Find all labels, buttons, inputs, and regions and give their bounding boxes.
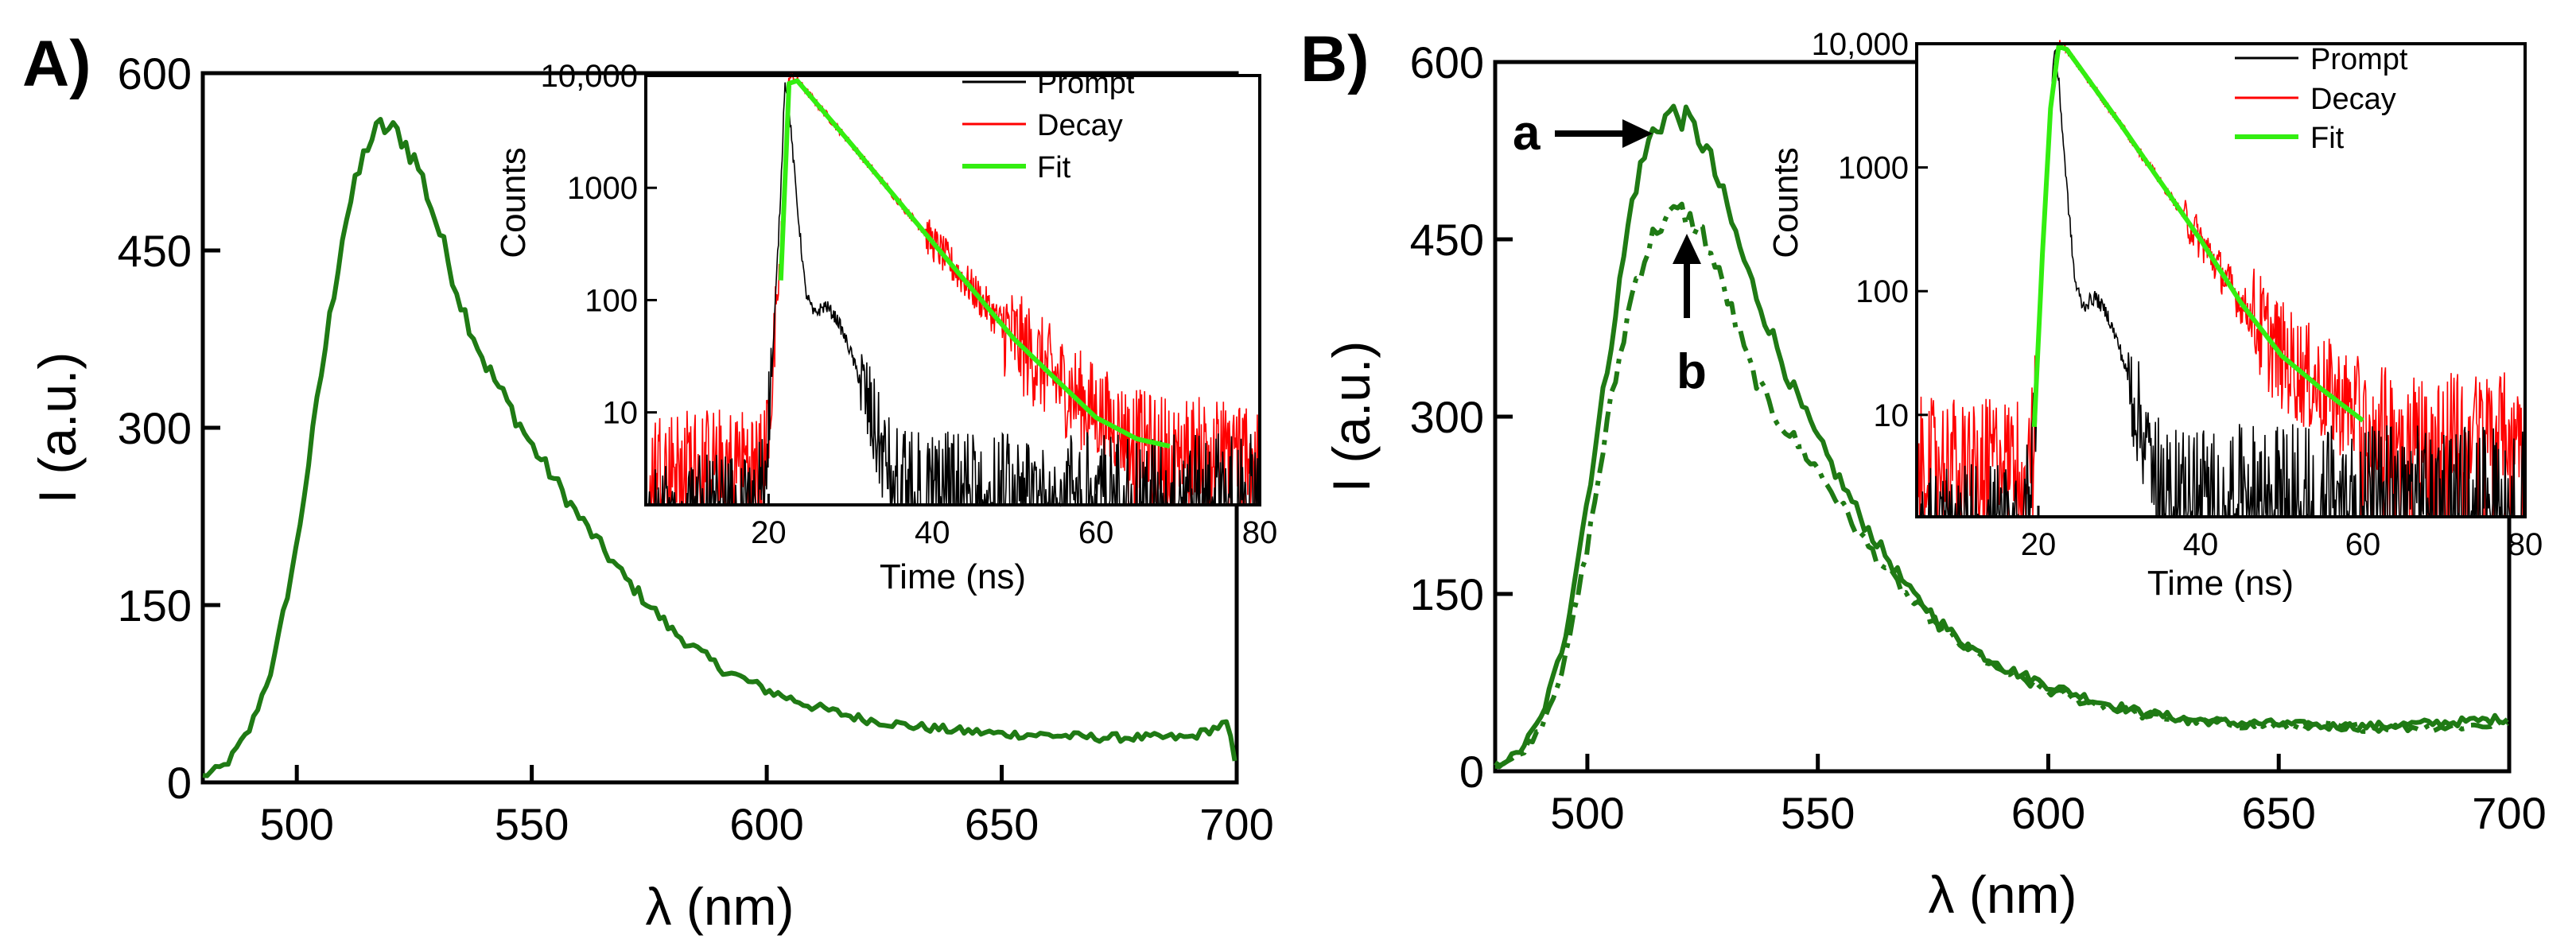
panel-b-inset-y-tick-label: 10,000 xyxy=(1812,27,1909,62)
panel-a-x-tick-label: 600 xyxy=(729,799,803,849)
panel-b-inset-y-tick-label: 100 xyxy=(1855,274,1909,309)
annotation-a-arrow xyxy=(1555,119,1653,148)
legend-fit-label: Fit xyxy=(1037,151,1071,184)
panel-a-inset-x-axis-label: Time (ns) xyxy=(880,557,1026,596)
panel-b-inset-x-tick-label: 20 xyxy=(2021,527,2057,562)
panel-b-inset-x-ticks: 20 40 60 80 xyxy=(2021,506,2543,562)
panel-a-inset-y-tick-label: 1000 xyxy=(567,171,638,206)
panel-b-inset-legend: Prompt Decay Fit xyxy=(2235,43,2408,155)
panel-a-x-ticks: 500 550 600 650 700 xyxy=(259,765,1274,849)
panel-b-x-tick-label: 600 xyxy=(2011,788,2085,838)
panel-a-x-tick-label: 500 xyxy=(259,799,333,849)
panel-a-inset-x-ticks: 20 40 60 80 xyxy=(751,494,1277,550)
panel-b-inset-y-axis-label: Counts xyxy=(1766,147,1805,258)
panel-b-x-tick-label: 500 xyxy=(1550,788,1624,838)
panel-b-y-tick-label: 0 xyxy=(1459,747,1484,797)
panel-a-inset-y-tick-label: 100 xyxy=(585,283,638,318)
panel-b-series-b xyxy=(1494,201,2509,770)
panel-b-x-tick-label: 700 xyxy=(2472,788,2546,838)
panel-b-inset-x-tick-label: 60 xyxy=(2345,527,2381,562)
panel-a-y-tick-label: 450 xyxy=(118,226,192,276)
panel-a-y-tick-label: 150 xyxy=(118,580,192,631)
panel-b-x-axis-label: λ (nm) xyxy=(1929,865,2077,924)
panel-b-inset-y-tick-label: 1000 xyxy=(1838,151,1909,186)
panel-b-inset-y-ticks: 10 100 1000 10,000 xyxy=(1812,27,1928,433)
annotation-b-arrow xyxy=(1673,234,1701,318)
panel-b-inset-x-tick-label: 40 xyxy=(2183,527,2219,562)
panel-a-inset-prompt-curve xyxy=(645,82,1261,508)
panel-a-inset: 20 40 60 80 10 100 1000 10,000 Time (ns) Count… xyxy=(494,59,1277,596)
panel-a-x-tick-label: 650 xyxy=(965,799,1039,849)
panel-a-inset-x-tick-label: 60 xyxy=(1078,515,1114,550)
panel-b-x-tick-label: 650 xyxy=(2242,788,2316,838)
panel-a-y-tick-label: 0 xyxy=(167,758,192,808)
panel-b-y-tick-label: 150 xyxy=(1410,569,1484,619)
annotation-a-label: a xyxy=(1513,106,1541,161)
panel-a-series xyxy=(202,117,1237,778)
panel-a-inset-y-tick-label: 10,000 xyxy=(541,59,638,94)
panel-a-inset-x-tick-label: 80 xyxy=(1242,515,1278,550)
panel-b-inset-x-tick-label: 80 xyxy=(2508,527,2543,562)
panel-b-inset-fit-curve xyxy=(2031,44,2364,428)
panel-b-inset-y-tick-label: 10 xyxy=(1874,398,1910,433)
panel-b-label: B) xyxy=(1300,23,1370,95)
panel-b-y-axis-label: I (a.u.) xyxy=(1322,341,1381,493)
panel-b-y-tick-label: 600 xyxy=(1410,37,1484,87)
panel-b-inset-frame xyxy=(1915,42,2527,518)
panel-b-x-tick-label: 550 xyxy=(1781,788,1855,838)
panel-a-inset-legend: Prompt Decay Fit xyxy=(962,67,1135,184)
panel-b-series xyxy=(1494,103,2509,770)
panel-a-inset-x-tick-label: 40 xyxy=(915,515,950,550)
panel-a-inset-y-tick-label: 10 xyxy=(603,396,639,431)
panel-a-y-tick-label: 300 xyxy=(118,403,192,453)
panel-b-x-ticks: 500 550 600 650 700 xyxy=(1550,754,2547,838)
legend-prompt-label: Prompt xyxy=(1037,67,1135,100)
panel-a-inset-bg xyxy=(646,76,1260,505)
panel-b-y-tick-label: 300 xyxy=(1410,392,1484,442)
panel-a-inset-x-tick-label: 20 xyxy=(751,515,787,550)
legend-decay-label: Decay xyxy=(1037,109,1123,142)
legend-prompt-label: Prompt xyxy=(2310,43,2408,76)
panel-b-inset-x-axis-label: Time (ns) xyxy=(2147,564,2294,603)
panel-a-inset-fit-curve xyxy=(778,78,1171,449)
panel-b-y-ticks: 0 150 300 450 600 xyxy=(1410,37,1513,797)
panel-a-inset-y-ticks: 10 100 1000 10,000 xyxy=(541,59,657,431)
panel-a-x-axis-label: λ (nm) xyxy=(646,877,795,936)
panel-a-label: A) xyxy=(22,28,91,100)
panel-a-x-tick-label: 700 xyxy=(1199,799,1273,849)
panel-a-series-emission xyxy=(202,117,1237,778)
annotation-b-label: b xyxy=(1677,344,1707,399)
panel-a-inset-y-axis-label: Counts xyxy=(494,147,533,258)
panel-b-y-tick-label: 450 xyxy=(1410,215,1484,265)
panel-a-y-axis-label: I (a.u.) xyxy=(28,352,87,504)
panel-a-y-ticks: 0 150 300 450 600 xyxy=(118,49,220,808)
panel-a-y-tick-label: 600 xyxy=(118,49,192,99)
legend-decay-label: Decay xyxy=(2310,83,2396,116)
panel-b-inset: 20 40 60 80 10 100 1000 10,000 Time (ns) Count… xyxy=(1766,27,2543,603)
panel-a-inset-frame xyxy=(644,74,1261,506)
panel-a-x-tick-label: 550 xyxy=(495,799,569,849)
legend-fit-label: Fit xyxy=(2310,122,2345,155)
